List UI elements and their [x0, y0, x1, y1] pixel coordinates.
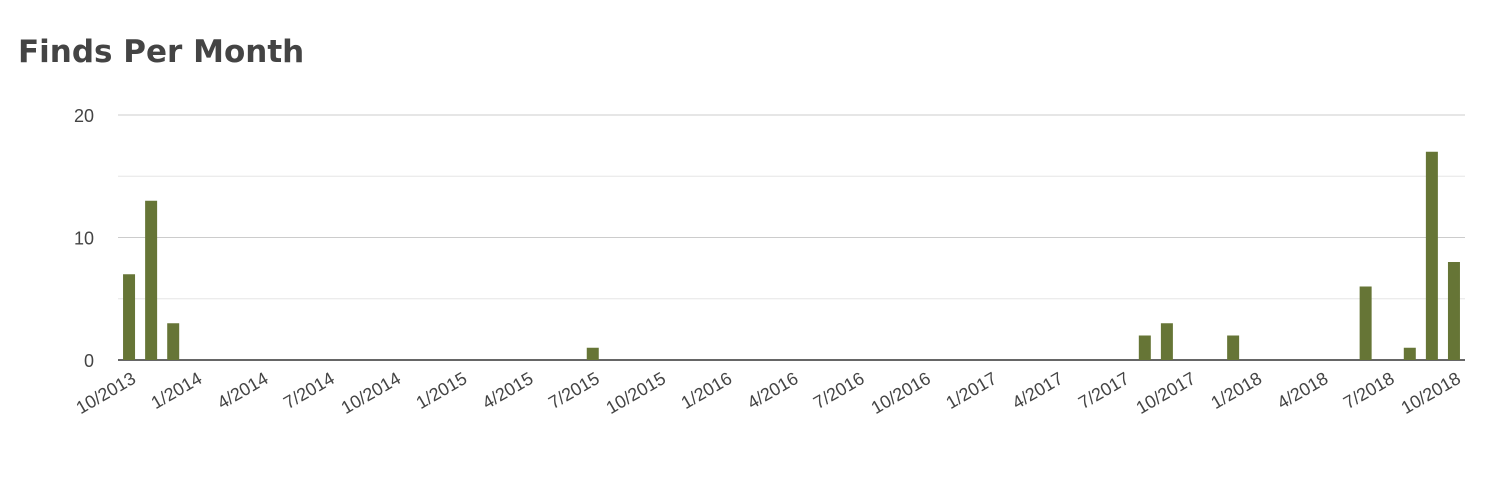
x-tick-label: 1/2018 — [1208, 368, 1266, 413]
x-tick-label: 1/2015 — [413, 368, 471, 413]
x-tick-label: 7/2015 — [545, 368, 603, 413]
x-tick-label: 7/2014 — [280, 368, 338, 413]
bar — [1403, 347, 1416, 360]
x-tick-label: 1/2014 — [148, 368, 206, 413]
bar — [145, 200, 158, 360]
x-tick-label: 4/2017 — [1009, 368, 1067, 413]
bar — [123, 274, 136, 360]
bar — [1138, 335, 1151, 360]
bar — [1425, 151, 1438, 360]
chart-title: Finds Per Month — [18, 34, 304, 70]
x-tick-label: 1/2016 — [678, 368, 736, 413]
x-tick-label: 10/2013 — [73, 368, 139, 418]
bar — [1227, 335, 1240, 360]
bar — [167, 323, 180, 360]
bar — [1447, 262, 1460, 360]
y-tick-label: 20 — [74, 106, 94, 126]
x-tick-label: 10/2016 — [868, 368, 934, 418]
bar — [586, 347, 599, 360]
x-tick-label: 4/2014 — [214, 368, 272, 413]
x-tick-label: 4/2016 — [744, 368, 802, 413]
x-tick-label: 4/2015 — [479, 368, 537, 413]
x-tick-label: 10/2014 — [338, 368, 404, 418]
x-tick-label: 10/2017 — [1133, 368, 1199, 418]
x-tick-label: 7/2018 — [1340, 368, 1398, 413]
x-tick-label: 4/2018 — [1274, 368, 1332, 413]
x-tick-label: 7/2017 — [1075, 368, 1133, 413]
bar — [1160, 323, 1173, 360]
x-tick-label: 1/2017 — [943, 368, 1001, 413]
x-tick-label: 10/2015 — [603, 368, 669, 418]
x-tick-label: 7/2016 — [810, 368, 868, 413]
y-tick-label: 0 — [84, 351, 94, 371]
bar — [1359, 286, 1372, 360]
x-tick-label: 10/2018 — [1398, 368, 1464, 418]
y-tick-label: 10 — [74, 229, 94, 249]
